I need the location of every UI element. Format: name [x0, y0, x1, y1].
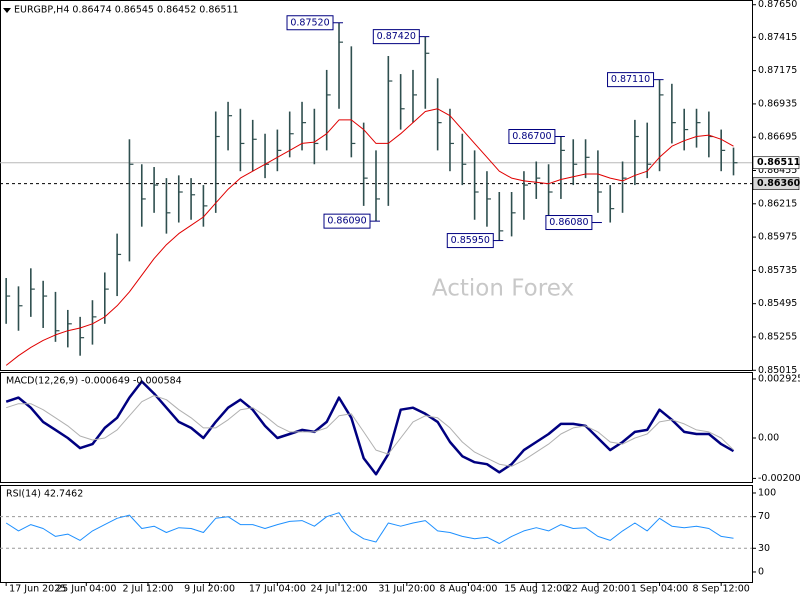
panel-frame — [0, 485, 753, 583]
y-tick-label: 0.85015 — [758, 365, 797, 376]
watermark: Action Forex — [432, 276, 574, 302]
y-tick-label: 70 — [758, 511, 770, 522]
price-label: 0.86360 — [757, 178, 800, 189]
y-tick-label: 0 — [758, 566, 764, 577]
annotation-label: 0.87110 — [611, 74, 650, 85]
y-tick-label: 0.85255 — [758, 331, 797, 342]
annotation-box — [372, 29, 420, 45]
x-tick-label: 2 Jul 12:00 — [122, 584, 173, 595]
annotation-label: 0.87520 — [290, 17, 329, 28]
panel-title: RSI(14) 42.7462 — [6, 489, 83, 500]
annotation-box — [508, 129, 556, 145]
y-tick-label: 0.85495 — [758, 298, 797, 309]
x-tick-label: 1 Sep 04:00 — [631, 584, 688, 595]
y-tick-label: 0.86455 — [758, 165, 797, 176]
panel-marker — [3, 8, 11, 13]
series-line — [5, 108, 734, 366]
price-label-box — [752, 156, 800, 170]
series-line — [6, 395, 734, 467]
annotation-label: 0.87420 — [377, 31, 416, 42]
annotation-label: 0.86700 — [512, 131, 551, 142]
x-tick-label: 9 Jul 20:00 — [184, 584, 235, 595]
annotation-box — [545, 215, 593, 231]
y-tick-label: 0.86215 — [758, 198, 797, 209]
x-tick-label: 17 Jul 04:00 — [249, 584, 306, 595]
y-tick-label: 0.86935 — [758, 98, 797, 109]
annotation-box — [607, 72, 655, 88]
annotation-box — [446, 233, 494, 249]
y-tick-label: 0.00 — [758, 433, 779, 444]
annotation-box — [286, 15, 334, 31]
x-tick-label: 8 Sep 12:00 — [692, 584, 749, 595]
y-tick-label: 30 — [758, 543, 770, 554]
y-tick-label: 0.85735 — [758, 265, 797, 276]
y-tick-label: 100 — [758, 487, 776, 498]
y-tick-label: 0.87650 — [758, 0, 797, 10]
x-tick-label: 15 Aug 12:00 — [504, 584, 568, 595]
x-tick-label: 25 Jun 04:00 — [56, 584, 116, 595]
y-tick-label: 0.87175 — [758, 65, 797, 76]
price-label: 0.86511 — [757, 157, 800, 168]
y-tick-label: 0.86695 — [758, 132, 797, 143]
panel-frame — [0, 372, 753, 483]
y-tick-label: -0.002002 — [758, 473, 800, 484]
panel-title: MACD(12,26,9) -0.000649 -0.000584 — [6, 376, 182, 387]
series-line — [5, 380, 735, 476]
y-tick-label: 0.87415 — [758, 32, 797, 43]
y-tick-label: 0.002925 — [758, 373, 800, 384]
x-tick-label: 31 Jul 20:00 — [378, 584, 435, 595]
annotation-box — [323, 213, 371, 229]
panel-frame — [0, 0, 753, 371]
price-label-box — [752, 177, 800, 190]
x-tick-label: 17 Jun 2025 — [9, 584, 66, 595]
x-tick-label: 24 Jul 12:00 — [311, 584, 368, 595]
annotation-label: 0.85950 — [451, 235, 490, 246]
y-tick-label: 0.85975 — [758, 232, 797, 243]
x-tick-label: 8 Aug 04:00 — [439, 584, 497, 595]
panel-title: EURGBP,H4 0.86474 0.86545 0.86452 0.8651… — [14, 5, 239, 16]
annotation-label: 0.86080 — [549, 217, 588, 228]
x-tick-label: 22 Aug 20:00 — [566, 584, 630, 595]
series-line — [5, 512, 734, 544]
annotation-label: 0.86090 — [327, 216, 366, 227]
